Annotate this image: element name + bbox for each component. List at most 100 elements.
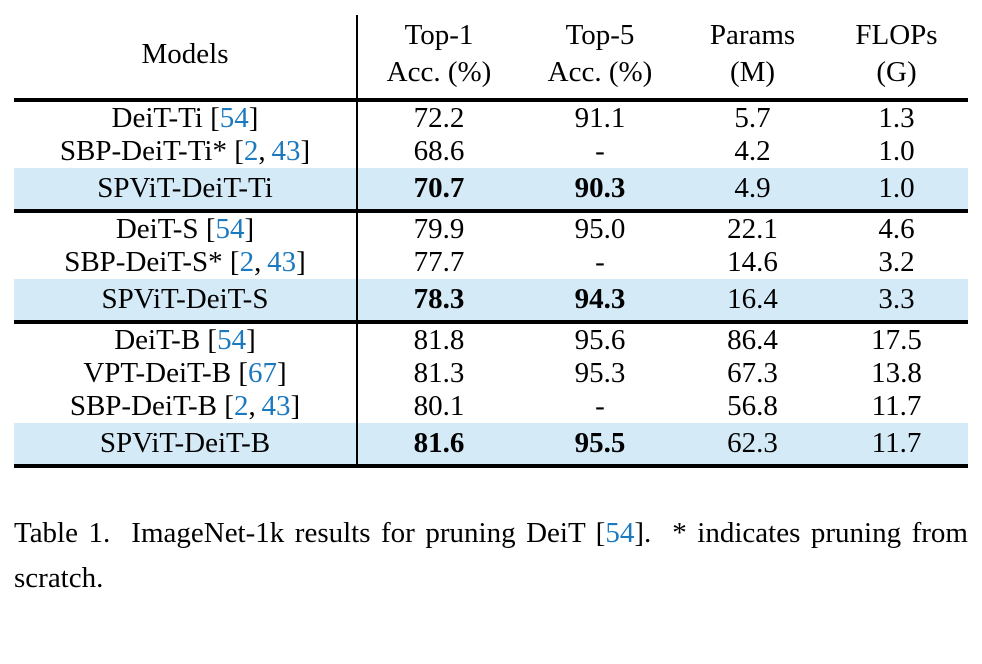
top5-acc-cell: 95.0 (574, 213, 626, 245)
model-name: SBP-DeiT-S* (64, 246, 223, 278)
table-header: Models Top-1 Acc. (%) Top-5 Acc. (%) Par… (14, 15, 968, 100)
model-cell: SBP-DeiT-S* [2, 43] (14, 246, 358, 279)
model-name: SPViT-DeiT-B (99, 427, 271, 459)
col-header-top5-line1: Top-5 (565, 19, 635, 51)
col-header-top1-line2: Acc. (%) (386, 56, 492, 88)
col-header-top1-line1: Top-1 (404, 19, 474, 51)
top1-acc-cell: 77.7 (413, 246, 465, 278)
params-cell: 16.4 (727, 283, 778, 315)
col-header-flops: FLOPs (G) (825, 15, 968, 100)
params-cell: 4.9 (734, 172, 771, 204)
col-header-params: Params (M) (680, 15, 825, 100)
top1-acc-cell: 79.9 (413, 213, 465, 245)
model-cell: DeiT-Ti [54] (14, 100, 358, 135)
col-header-top5: Top-5 Acc. (%) (520, 15, 680, 100)
model-name: SBP-DeiT-Ti* (59, 135, 227, 167)
params-cell: 5.7 (734, 102, 771, 134)
params-cell: 4.2 (734, 135, 771, 167)
col-header-top1: Top-1 Acc. (%) (357, 15, 520, 100)
table-row: SBP-DeiT-Ti* [2, 43] 68.6 - 4.2 1.0 (14, 135, 968, 168)
flops-cell: 4.6 (878, 213, 915, 245)
top5-acc-cell: 90.3 (574, 172, 626, 204)
model-name: DeiT-B (114, 324, 201, 356)
top5-acc-cell: 94.3 (574, 283, 626, 315)
citation-link[interactable]: 43 (267, 246, 297, 278)
model-cell: SBP-DeiT-Ti* [2, 43] (14, 135, 358, 168)
model-name: SPViT-DeiT-Ti (97, 172, 273, 204)
caption-text-suffix: ]. * indicates pruning from scratch. (14, 517, 968, 594)
model-cell: SPViT-DeiT-S (14, 279, 358, 322)
model-name: SPViT-DeiT-S (101, 283, 269, 315)
col-header-top5-line2: Acc. (%) (547, 56, 653, 88)
top5-acc-cell: - (595, 246, 605, 278)
params-cell: 62.3 (727, 427, 778, 459)
flops-cell: 13.8 (871, 357, 922, 389)
col-header-models-label: Models (141, 37, 229, 70)
table-row: VPT-DeiT-B [67] 81.3 95.3 67.3 13.8 (14, 357, 968, 390)
header-row: Models Top-1 Acc. (%) Top-5 Acc. (%) Par… (14, 15, 968, 100)
top1-acc-cell: 70.7 (413, 172, 465, 204)
model-cell: SPViT-DeiT-Ti (14, 168, 358, 211)
citation-link[interactable]: 2 (239, 246, 255, 278)
model-name: DeiT-S (115, 213, 199, 245)
top5-acc-cell: 95.6 (574, 324, 626, 356)
flops-cell: 11.7 (871, 427, 922, 459)
col-header-flops-line1: FLOPs (855, 19, 938, 51)
params-cell: 56.8 (727, 390, 778, 422)
caption-text-prefix: Table 1. ImageNet-1k results for pruning… (14, 517, 606, 549)
col-header-flops-line2: (G) (876, 56, 917, 88)
top1-acc-cell: 80.1 (413, 390, 465, 422)
flops-cell: 11.7 (871, 390, 922, 422)
citation-link[interactable]: 67 (247, 357, 277, 389)
citation-link[interactable]: 54 (217, 324, 247, 356)
citation-link[interactable]: 2 (243, 135, 259, 167)
table-group-1: DeiT-S [54] 79.9 95.0 22.1 4.6 SBP-DeiT-S* [2… (14, 211, 968, 322)
citation-link[interactable]: 2 (233, 390, 249, 422)
top5-acc-cell: 91.1 (574, 102, 626, 134)
top5-acc-cell: - (595, 390, 605, 422)
model-cell: VPT-DeiT-B [67] (14, 357, 358, 390)
top1-acc-cell: 72.2 (413, 102, 465, 134)
citation-link[interactable]: 43 (271, 135, 301, 167)
table-group-2: DeiT-B [54] 81.8 95.6 86.4 17.5 VPT-DeiT-B [6… (14, 322, 968, 466)
table-row: SBP-DeiT-S* [2, 43] 77.7 - 14.6 3.2 (14, 246, 968, 279)
table-row: DeiT-Ti [54] 72.2 91.1 5.7 1.3 (14, 100, 968, 135)
caption-citation-link[interactable]: 54 (605, 517, 635, 549)
top1-acc-cell: 68.6 (413, 135, 465, 167)
model-name: DeiT-Ti (111, 102, 203, 134)
model-cell: DeiT-B [54] (14, 322, 358, 357)
params-cell: 22.1 (727, 213, 778, 245)
paper-page: Models Top-1 Acc. (%) Top-5 Acc. (%) Par… (14, 15, 968, 601)
params-cell: 86.4 (727, 324, 778, 356)
flops-cell: 3.2 (878, 246, 915, 278)
results-table: Models Top-1 Acc. (%) Top-5 Acc. (%) Par… (14, 15, 968, 468)
top1-acc-cell: 81.6 (413, 427, 465, 459)
top1-acc-cell: 78.3 (413, 283, 465, 315)
citation-link[interactable]: 54 (219, 102, 249, 134)
col-header-models: Models (14, 15, 358, 100)
table-row: DeiT-B [54] 81.8 95.6 86.4 17.5 (14, 322, 968, 357)
table-row: SPViT-DeiT-B 81.6 95.5 62.3 11.7 (14, 423, 968, 466)
top1-acc-cell: 81.8 (413, 324, 465, 356)
model-cell: DeiT-S [54] (14, 211, 358, 246)
top1-acc-cell: 81.3 (413, 357, 465, 389)
table-group-0: DeiT-Ti [54] 72.2 91.1 5.7 1.3 SBP-DeiT-Ti* [… (14, 100, 968, 211)
model-cell: SBP-DeiT-B [2, 43] (14, 390, 358, 423)
top5-acc-cell: 95.5 (574, 427, 626, 459)
top5-acc-cell: - (595, 135, 605, 167)
citation-link[interactable]: 54 (215, 213, 245, 245)
flops-cell: 1.3 (878, 102, 915, 134)
model-name: SBP-DeiT-B (69, 390, 218, 422)
flops-cell: 3.3 (878, 283, 915, 315)
citation-link[interactable]: 43 (261, 390, 291, 422)
table-row: SPViT-DeiT-S 78.3 94.3 16.4 3.3 (14, 279, 968, 322)
table-row: SBP-DeiT-B [2, 43] 80.1 - 56.8 11.7 (14, 390, 968, 423)
model-name: VPT-DeiT-B (83, 357, 232, 389)
table-caption: Table 1. ImageNet-1k results for pruning… (14, 511, 968, 601)
flops-cell: 17.5 (871, 324, 922, 356)
table-row: SPViT-DeiT-Ti 70.7 90.3 4.9 1.0 (14, 168, 968, 211)
col-header-params-line2: (M) (729, 56, 776, 88)
table-row: DeiT-S [54] 79.9 95.0 22.1 4.6 (14, 211, 968, 246)
model-cell: SPViT-DeiT-B (14, 423, 358, 466)
params-cell: 14.6 (727, 246, 778, 278)
